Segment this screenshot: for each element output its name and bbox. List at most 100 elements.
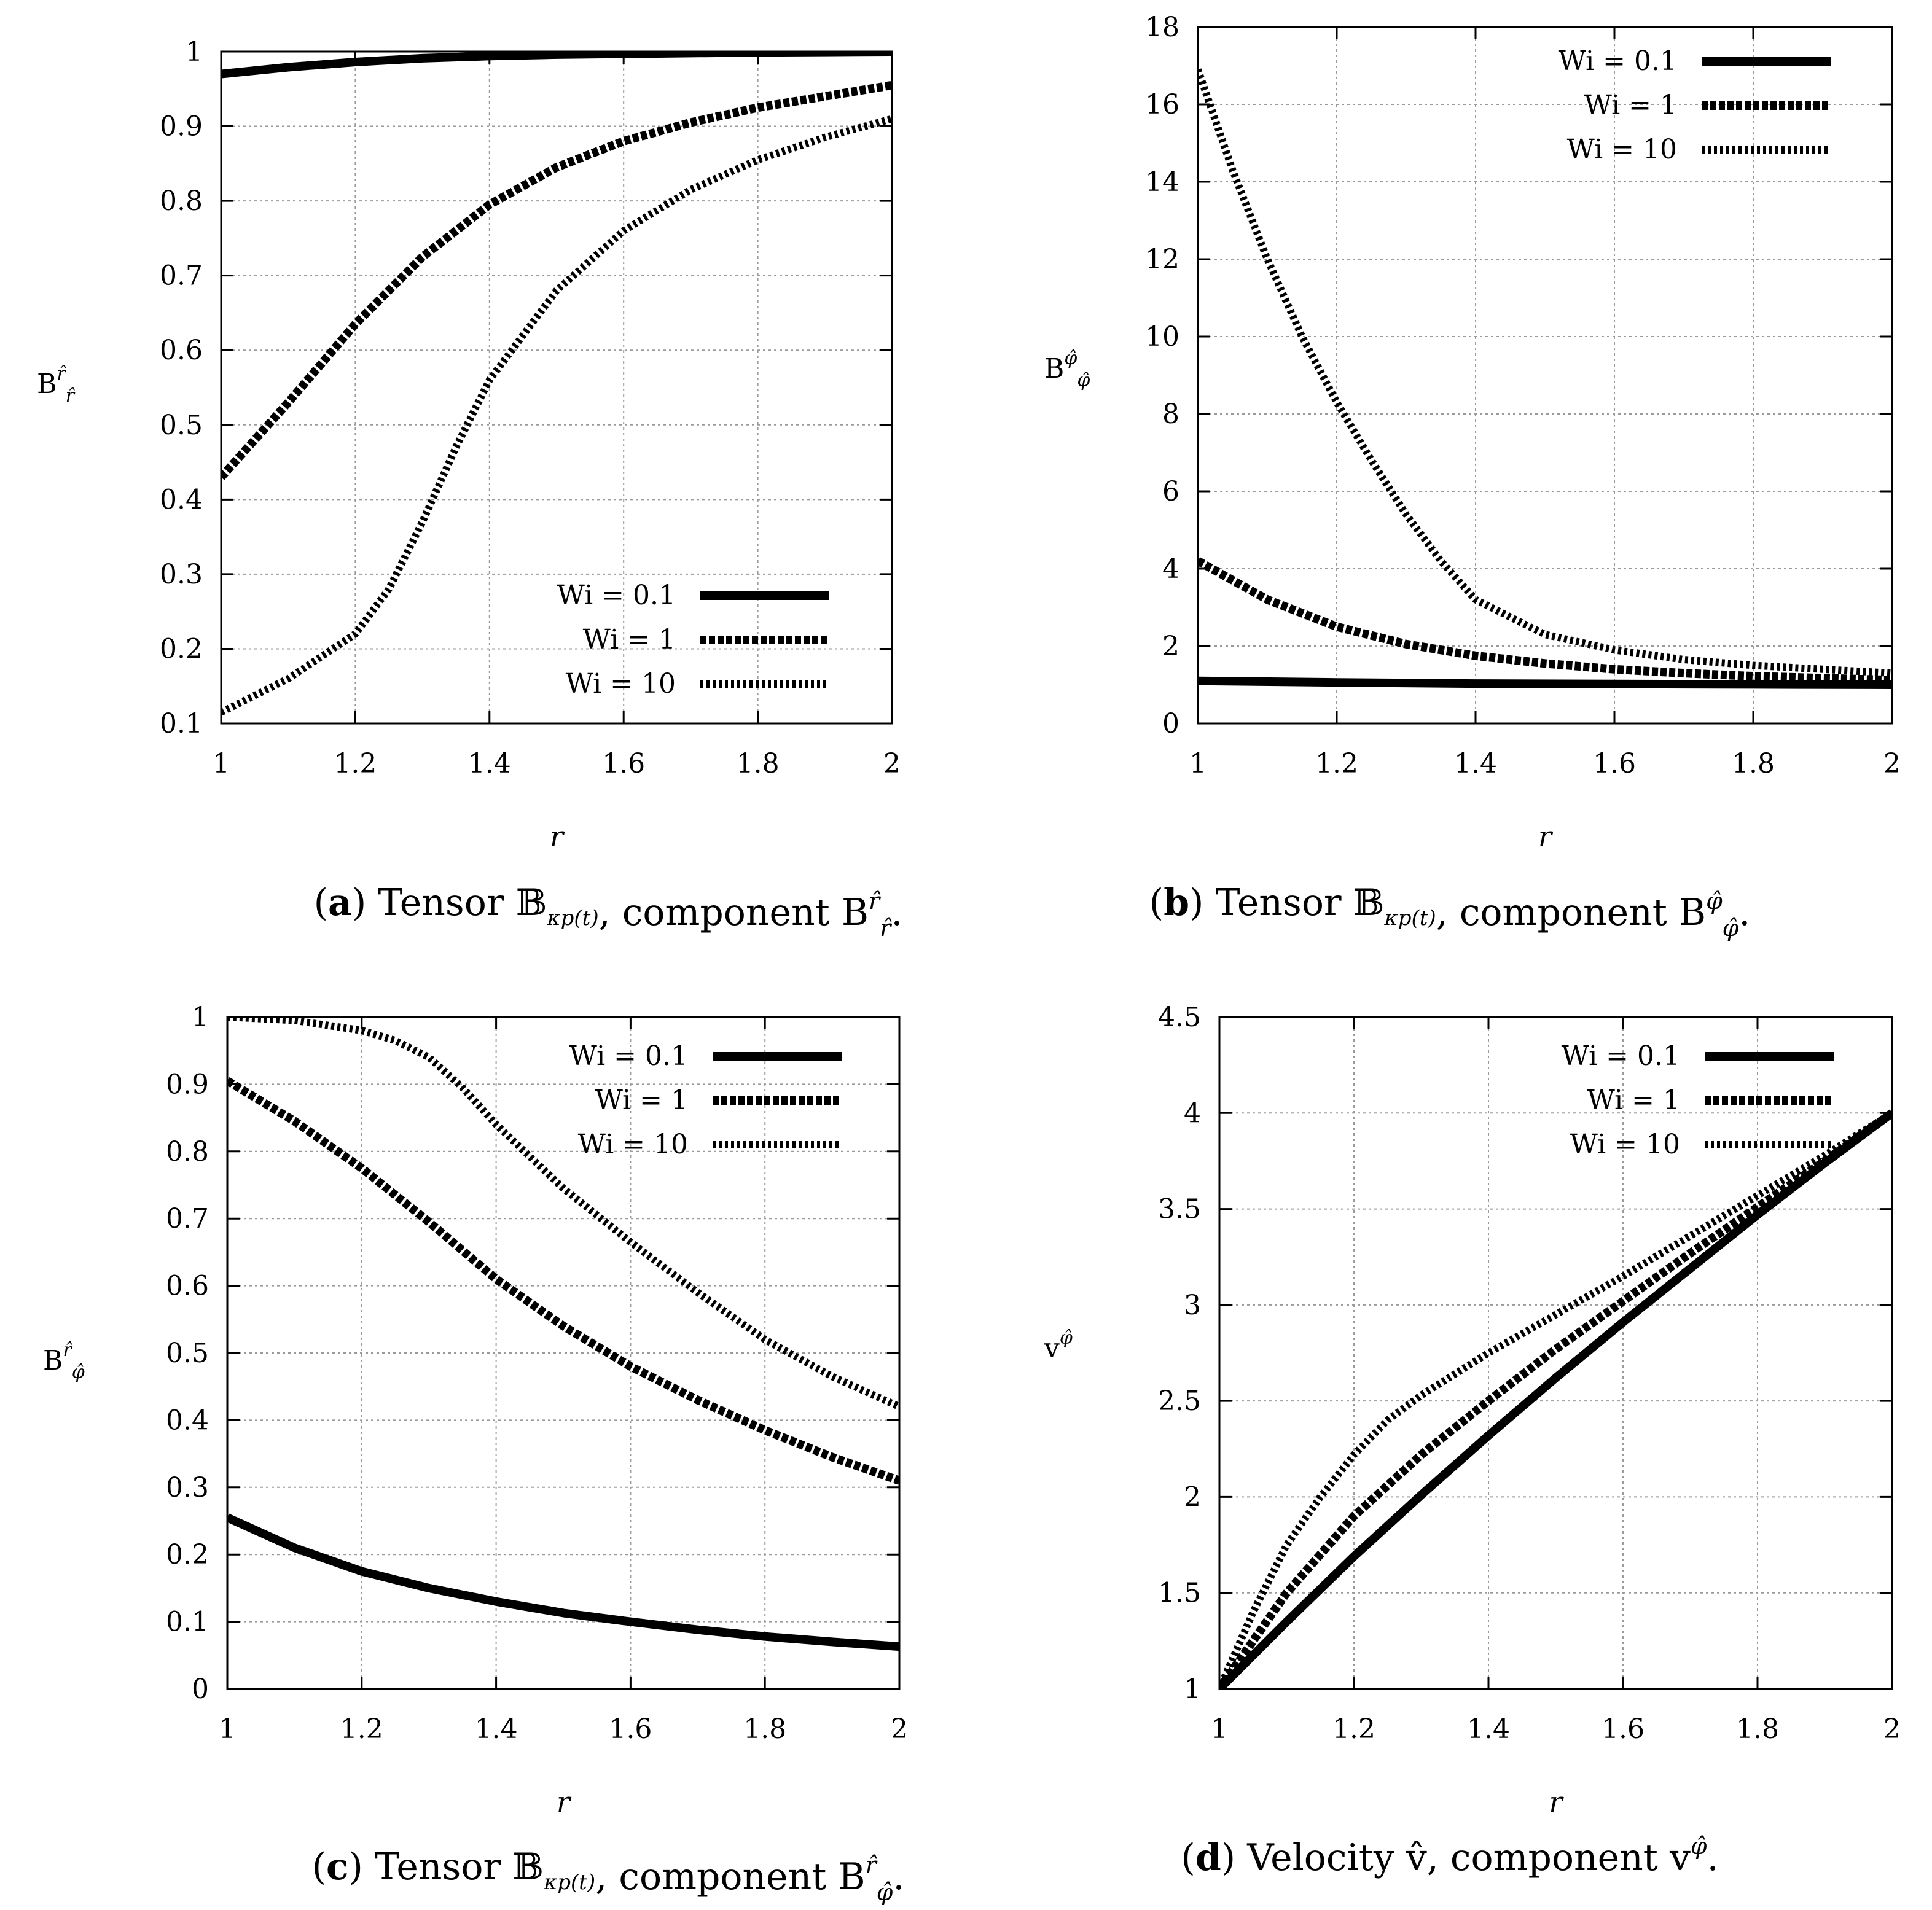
x-tick-label: 1.6 — [1593, 748, 1636, 779]
y-tick-label: 6 — [1162, 476, 1179, 507]
y-tick-label: 0.8 — [160, 185, 203, 217]
y-axis-label: Br̂r̂ — [37, 363, 76, 407]
legend-label: Wi = 1 — [595, 1085, 688, 1116]
y-tick-label: 1 — [192, 1002, 209, 1033]
y-tick-label: 4 — [1162, 553, 1179, 585]
y-tick-label: 1 — [1184, 1674, 1201, 1705]
chart-panel-d: 1 1.2 1.4 1.6 1.8 2 1 1.5 2 2.5 3 3.5 4 4.5 r vφ̂ Wi = 0… — [1044, 1002, 1901, 1879]
y-tick-label: 8 — [1162, 399, 1179, 430]
caption-d: (d) Velocity v̂, component vφ̂. — [1181, 1833, 1718, 1879]
y-tick-label: 0 — [1162, 708, 1179, 739]
x-tick-label: 1.8 — [737, 748, 780, 779]
y-tick-label: 0.6 — [166, 1271, 209, 1302]
legend-label: Wi = 1 — [1584, 90, 1677, 121]
plot-frame — [220, 50, 893, 725]
y-tick-label: 12 — [1145, 244, 1179, 275]
y-tick-label: 0.7 — [166, 1203, 209, 1234]
y-axis-label: Br̂φ̂ — [43, 1339, 85, 1383]
y-tick-label: 0.8 — [166, 1136, 209, 1167]
x-tick-label: 1.8 — [743, 1713, 786, 1745]
legend-label: Wi = 0.1 — [1559, 45, 1677, 77]
series-group — [227, 1017, 899, 1651]
y-tick-label: 2 — [1184, 1481, 1201, 1513]
legend-label: Wi = 10 — [1567, 134, 1677, 165]
x-tick-label: 1 — [213, 748, 230, 779]
plot-frame — [1218, 1016, 1893, 1690]
y-tick-label: 0.3 — [160, 559, 203, 590]
series-line-dotted — [1219, 1110, 1892, 1689]
y-tick-label: 0 — [192, 1674, 209, 1705]
x-tick-label: 1.4 — [1454, 748, 1497, 779]
x-axis-label: r — [557, 1785, 572, 1818]
y-tick-label: 0.7 — [160, 260, 203, 292]
y-tick-label: 3 — [1184, 1290, 1201, 1321]
x-tick-label: 1.2 — [1332, 1713, 1375, 1745]
series-group — [1219, 1109, 1892, 1689]
x-tick-label: 1.6 — [609, 1713, 652, 1745]
y-tick-label: 0.2 — [160, 633, 203, 665]
y-tick-label: 16 — [1145, 89, 1179, 120]
series-line-solid — [227, 1513, 899, 1651]
y-tick-label: 0.5 — [166, 1338, 209, 1369]
y-tick-label: 0.4 — [160, 484, 203, 515]
legend-label: Wi = 0.1 — [569, 1040, 688, 1072]
series-line-solid — [1198, 676, 1892, 689]
y-tick-label: 0.9 — [160, 111, 203, 142]
y-tick-label: 1 — [186, 36, 203, 68]
x-axis-label: r — [1549, 1785, 1565, 1818]
x-tick-label: 1.4 — [1467, 1713, 1510, 1745]
series-line-dotted — [221, 115, 892, 716]
series-line-dashed — [227, 1077, 899, 1485]
y-tick-label: 2.5 — [1158, 1386, 1201, 1417]
legend-label: Wi = 10 — [1570, 1129, 1680, 1160]
y-tick-label: 0.6 — [160, 335, 203, 366]
caption-c: (c) Tensor 𝔹κp(t), component Br̂φ̂. — [312, 1846, 905, 1906]
y-tick-label: 1.5 — [1158, 1578, 1201, 1609]
series-group — [221, 52, 892, 716]
y-axis-label: Bφ̂φ̂ — [1044, 348, 1090, 391]
chart-panel-a: 1 1.2 1.4 1.6 1.8 2 0.1 0.2 0.3 0.4 0.5 0.6 0.7 0.8 0.… — [37, 36, 902, 941]
series-line-dashed — [1219, 1109, 1892, 1689]
caption-a: (a) Tensor 𝔹κp(t), component Br̂r̂. — [314, 881, 903, 941]
x-tick-label: 1.8 — [1732, 748, 1775, 779]
x-tick-label: 1.2 — [340, 1713, 383, 1745]
x-tick-label: 2 — [891, 1713, 908, 1745]
y-tick-label: 0.3 — [166, 1472, 209, 1503]
x-axis-label: r — [1538, 820, 1554, 853]
y-tick-label: 2 — [1162, 631, 1179, 662]
series-line-solid — [1219, 1109, 1892, 1689]
x-tick-label: 1.6 — [1602, 1713, 1645, 1745]
y-tick-label: 10 — [1145, 321, 1179, 353]
y-tick-label: 0.1 — [166, 1607, 209, 1638]
x-tick-label: 1.4 — [475, 1713, 518, 1745]
y-tick-label: 18 — [1145, 12, 1179, 43]
legend-label: Wi = 0.1 — [557, 580, 676, 611]
y-tick-label: 0.2 — [166, 1539, 209, 1570]
y-axis-label: vφ̂ — [1044, 1327, 1073, 1364]
x-tick-label: 1.2 — [334, 748, 377, 779]
x-tick-label: 1.4 — [468, 748, 511, 779]
series-group — [1198, 68, 1892, 689]
x-tick-label: 2 — [1883, 748, 1901, 779]
caption-b: (b) Tensor 𝔹κp(t), component Bφ̂φ̂. — [1149, 881, 1751, 941]
x-tick-label: 1 — [1211, 1713, 1228, 1745]
chart-panel-c: 1 1.2 1.4 1.6 1.8 2 0 0.1 0.2 0.3 0.4 0.5 0.6 0.7 0.8 0… — [43, 1002, 908, 1906]
series-line-solid — [221, 52, 892, 79]
legend-label: Wi = 10 — [578, 1129, 688, 1160]
legend-label: Wi = 1 — [1587, 1085, 1680, 1116]
x-tick-label: 1 — [1189, 748, 1207, 779]
chart-panel-b: 1 1.2 1.4 1.6 1.8 2 0 2 4 6 8 10 12 14 16 18 r Bφ̂φ̂ Wi = … — [1044, 12, 1901, 941]
x-tick-label: 2 — [1883, 1713, 1901, 1745]
series-line-dashed — [221, 80, 892, 480]
series-line-dashed — [1198, 557, 1892, 685]
x-tick-label: 1.8 — [1736, 1713, 1779, 1745]
x-tick-label: 1.2 — [1315, 748, 1358, 779]
y-tick-label: 3.5 — [1158, 1194, 1201, 1225]
y-tick-label: 14 — [1145, 166, 1179, 198]
plot-frame — [1197, 26, 1893, 725]
x-tick-label: 1.6 — [602, 748, 645, 779]
y-tick-label: 0.4 — [166, 1405, 209, 1436]
y-tick-label: 0.9 — [166, 1069, 209, 1100]
legend-label: Wi = 1 — [583, 624, 676, 655]
